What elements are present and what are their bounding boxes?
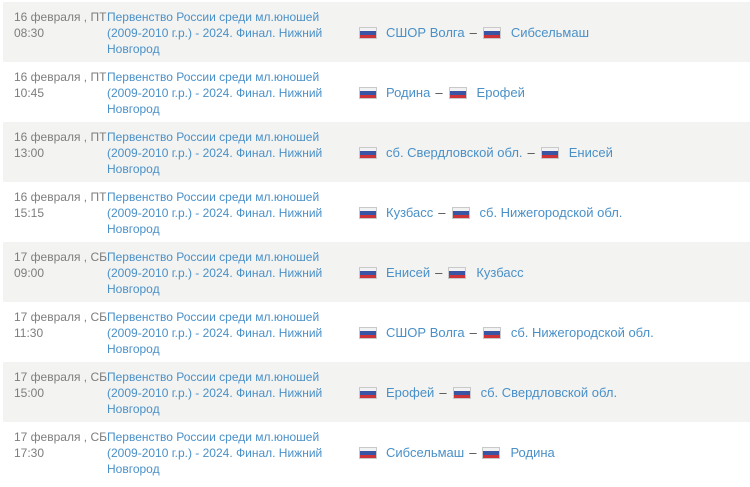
match-datetime: 16 февраля , ПТ 15:15 bbox=[3, 189, 107, 237]
match-time: 09:00 bbox=[14, 266, 45, 280]
russia-flag-icon bbox=[359, 447, 377, 459]
russia-flag-icon bbox=[482, 327, 501, 339]
russia-flag-icon bbox=[482, 447, 501, 459]
home-team-link[interactable]: сб. Свердловской обл. bbox=[386, 145, 523, 160]
match-time: 17:30 bbox=[14, 446, 45, 460]
russia-flag-icon bbox=[359, 387, 377, 399]
away-team-link[interactable]: Ерофей bbox=[476, 85, 525, 100]
match-date: 16 февраля , ПТ bbox=[14, 130, 107, 144]
schedule-row: 16 февраля , ПТ 13:00 Первенство России … bbox=[0, 122, 750, 182]
vs-separator-dash: – bbox=[438, 205, 446, 220]
home-team-link[interactable]: СШОР Волга bbox=[386, 325, 465, 340]
vs-separator-dash: – bbox=[469, 25, 477, 40]
tournament-link[interactable]: Первенство России среди мл.юношей (2009-… bbox=[107, 370, 323, 416]
tournament-link[interactable]: Первенство России среди мл.юношей (2009-… bbox=[107, 70, 323, 116]
match-time: 15:15 bbox=[14, 206, 45, 220]
schedule-row: 17 февраля , СБ 17:30 Первенство России … bbox=[0, 422, 750, 482]
russia-flag-icon bbox=[359, 87, 377, 99]
russia-flag-icon bbox=[448, 267, 467, 279]
match-datetime: 17 февраля , СБ 15:00 bbox=[3, 369, 107, 417]
match-time: 08:30 bbox=[14, 26, 45, 40]
vs-separator-dash: – bbox=[439, 385, 447, 400]
schedule-row: 16 февраля , ПТ 08:30 Первенство России … bbox=[0, 2, 750, 62]
match-datetime: 16 февраля , ПТ 13:00 bbox=[3, 129, 107, 177]
match-datetime: 16 февраля , ПТ 10:45 bbox=[3, 69, 107, 117]
away-team-link[interactable]: сб. Нижегородской обл. bbox=[510, 325, 654, 340]
away-team-link[interactable]: Енисей bbox=[568, 145, 613, 160]
tournament-link[interactable]: Первенство России среди мл.юношей (2009-… bbox=[107, 190, 323, 236]
tournament-link[interactable]: Первенство России среди мл.юношей (2009-… bbox=[107, 10, 323, 56]
match-time: 15:00 bbox=[14, 386, 45, 400]
match-cell: СШОР Волга – сб. Нижегородской обл. bbox=[359, 309, 750, 357]
vs-separator-dash: – bbox=[435, 265, 443, 280]
match-cell: сб. Свердловской обл. – Енисей bbox=[359, 129, 750, 177]
russia-flag-icon bbox=[359, 27, 377, 39]
tournament-link[interactable]: Первенство России среди мл.юношей (2009-… bbox=[107, 310, 323, 356]
russia-flag-icon bbox=[482, 27, 501, 39]
match-datetime: 17 февраля , СБ 09:00 bbox=[3, 249, 107, 297]
vs-separator-dash: – bbox=[527, 145, 535, 160]
russia-flag-icon bbox=[359, 207, 377, 219]
away-team-link[interactable]: сб. Нижегородской обл. bbox=[479, 205, 623, 220]
tournament-cell: Первенство России среди мл.юношей (2009-… bbox=[107, 309, 359, 357]
match-datetime: 17 февраля , СБ 11:30 bbox=[3, 309, 107, 357]
tournament-link[interactable]: Первенство России среди мл.юношей (2009-… bbox=[107, 130, 323, 176]
tournament-cell: Первенство России среди мл.юношей (2009-… bbox=[107, 9, 359, 57]
tournament-cell: Первенство России среди мл.юношей (2009-… bbox=[107, 189, 359, 237]
match-date: 16 февраля , ПТ bbox=[14, 10, 107, 24]
tournament-cell: Первенство России среди мл.юношей (2009-… bbox=[107, 429, 359, 477]
away-team-link[interactable]: Сибсельмаш bbox=[510, 25, 590, 40]
match-datetime: 16 февраля , ПТ 08:30 bbox=[3, 9, 107, 57]
match-cell: Енисей – Кузбасс bbox=[359, 249, 750, 297]
match-date: 17 февраля , СБ bbox=[14, 430, 107, 444]
schedule-row: 17 февраля , СБ 11:30 Первенство России … bbox=[0, 302, 750, 362]
match-date: 17 февраля , СБ bbox=[14, 310, 107, 324]
match-time: 11:30 bbox=[14, 326, 44, 340]
tournament-cell: Первенство России среди мл.юношей (2009-… bbox=[107, 249, 359, 297]
schedule-row: 17 февраля , СБ 15:00 Первенство России … bbox=[0, 362, 750, 422]
russia-flag-icon bbox=[359, 327, 377, 339]
match-date: 17 февраля , СБ bbox=[14, 370, 107, 384]
away-team-link[interactable]: Родина bbox=[510, 445, 555, 460]
vs-separator-dash: – bbox=[469, 325, 477, 340]
tournament-link[interactable]: Первенство России среди мл.юношей (2009-… bbox=[107, 250, 323, 296]
russia-flag-icon bbox=[359, 267, 377, 279]
match-date: 16 февраля , ПТ bbox=[14, 70, 107, 84]
home-team-link[interactable]: Енисей bbox=[386, 265, 431, 280]
match-cell: Кузбасс – сб. Нижегородской обл. bbox=[359, 189, 750, 237]
home-team-link[interactable]: Кузбасс bbox=[386, 205, 434, 220]
russia-flag-icon bbox=[451, 207, 470, 219]
tournament-cell: Первенство России среди мл.юношей (2009-… bbox=[107, 129, 359, 177]
russia-flag-icon bbox=[452, 387, 471, 399]
match-datetime: 17 февраля , СБ 17:30 bbox=[3, 429, 107, 477]
home-team-link[interactable]: СШОР Волга bbox=[386, 25, 465, 40]
russia-flag-icon bbox=[540, 147, 559, 159]
russia-flag-icon bbox=[448, 87, 467, 99]
home-team-link[interactable]: Ерофей bbox=[386, 385, 435, 400]
match-cell: СШОР Волга – Сибсельмаш bbox=[359, 9, 750, 57]
home-team-link[interactable]: Родина bbox=[386, 85, 431, 100]
schedule-row: 16 февраля , ПТ 10:45 Первенство России … bbox=[0, 62, 750, 122]
match-cell: Ерофей – сб. Свердловской обл. bbox=[359, 369, 750, 417]
match-time: 10:45 bbox=[14, 86, 45, 100]
tournament-link[interactable]: Первенство России среди мл.юношей (2009-… bbox=[107, 430, 323, 476]
russia-flag-icon bbox=[359, 147, 377, 159]
vs-separator-dash: – bbox=[469, 445, 477, 460]
match-cell: Родина – Ерофей bbox=[359, 69, 750, 117]
match-date: 16 февраля , ПТ bbox=[14, 190, 107, 204]
match-date: 17 февраля , СБ bbox=[14, 250, 107, 264]
away-team-link[interactable]: сб. Свердловской обл. bbox=[480, 385, 618, 400]
away-team-link[interactable]: Кузбасс bbox=[476, 265, 524, 280]
tournament-cell: Первенство России среди мл.юношей (2009-… bbox=[107, 69, 359, 117]
home-team-link[interactable]: Сибсельмаш bbox=[386, 445, 465, 460]
schedule-row: 16 февраля , ПТ 15:15 Первенство России … bbox=[0, 182, 750, 242]
match-time: 13:00 bbox=[14, 146, 45, 160]
vs-separator-dash: – bbox=[435, 85, 443, 100]
match-cell: Сибсельмаш – Родина bbox=[359, 429, 750, 477]
tournament-cell: Первенство России среди мл.юношей (2009-… bbox=[107, 369, 359, 417]
schedule-row: 17 февраля , СБ 09:00 Первенство России … bbox=[0, 242, 750, 302]
